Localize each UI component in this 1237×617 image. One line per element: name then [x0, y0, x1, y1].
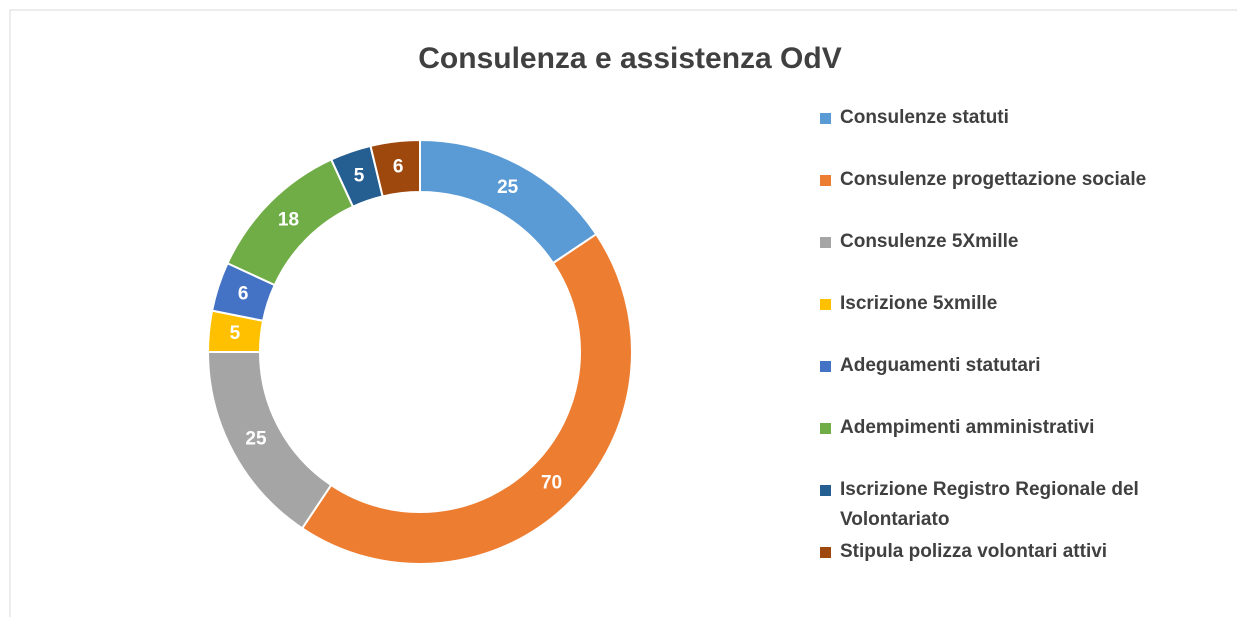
legend-label: Consulenze statuti [840, 107, 1009, 128]
legend-item: Stipula polizza volontari attivi [820, 537, 1200, 567]
legend-swatch [820, 423, 831, 434]
legend-item: Adeguamenti statutari [820, 351, 1200, 381]
data-label: 70 [541, 473, 562, 494]
data-label: 6 [238, 284, 249, 305]
legend-item: Iscrizione Registro Regionale del Volont… [820, 475, 1200, 535]
legend-label: Adeguamenti statutari [840, 355, 1041, 376]
legend-label: Iscrizione Registro Regionale del Volont… [840, 479, 1139, 530]
slice [300, 232, 633, 565]
legend-item: Consulenze 5Xmille [820, 227, 1200, 257]
legend-swatch [820, 547, 831, 558]
data-label: 6 [393, 156, 404, 177]
legend-label: Stipula polizza volontari attivi [840, 541, 1108, 562]
legend-label: Consulenze 5Xmille [840, 231, 1019, 252]
legend-item: Consulenze statuti [820, 103, 1200, 133]
legend-item: Consulenze progettazione sociale [820, 165, 1200, 195]
data-label: 5 [354, 165, 365, 186]
frame [9, 9, 1237, 617]
legend-swatch [820, 237, 831, 248]
data-label: 25 [245, 429, 267, 450]
legend-label: Iscrizione 5xmille [840, 293, 998, 314]
legend-swatch [820, 113, 831, 124]
legend-swatch [820, 485, 831, 496]
data-label: 18 [278, 209, 299, 230]
slice [369, 138, 421, 198]
slice [206, 351, 333, 530]
legend-item: Adempimenti amministrativi [820, 413, 1200, 443]
slice [419, 138, 598, 265]
data-label: 5 [230, 323, 241, 344]
chart-title: Consulenza e assistenza OdV [418, 42, 841, 75]
legend-swatch [820, 299, 831, 310]
legend-label: Adempimenti amministrativi [840, 417, 1095, 438]
legend-item: Iscrizione 5xmille [820, 289, 1200, 319]
legend-swatch [820, 175, 831, 186]
data-label: 25 [497, 177, 519, 198]
legend-label: Consulenze progettazione sociale [840, 169, 1147, 190]
legend-swatch [820, 361, 831, 372]
